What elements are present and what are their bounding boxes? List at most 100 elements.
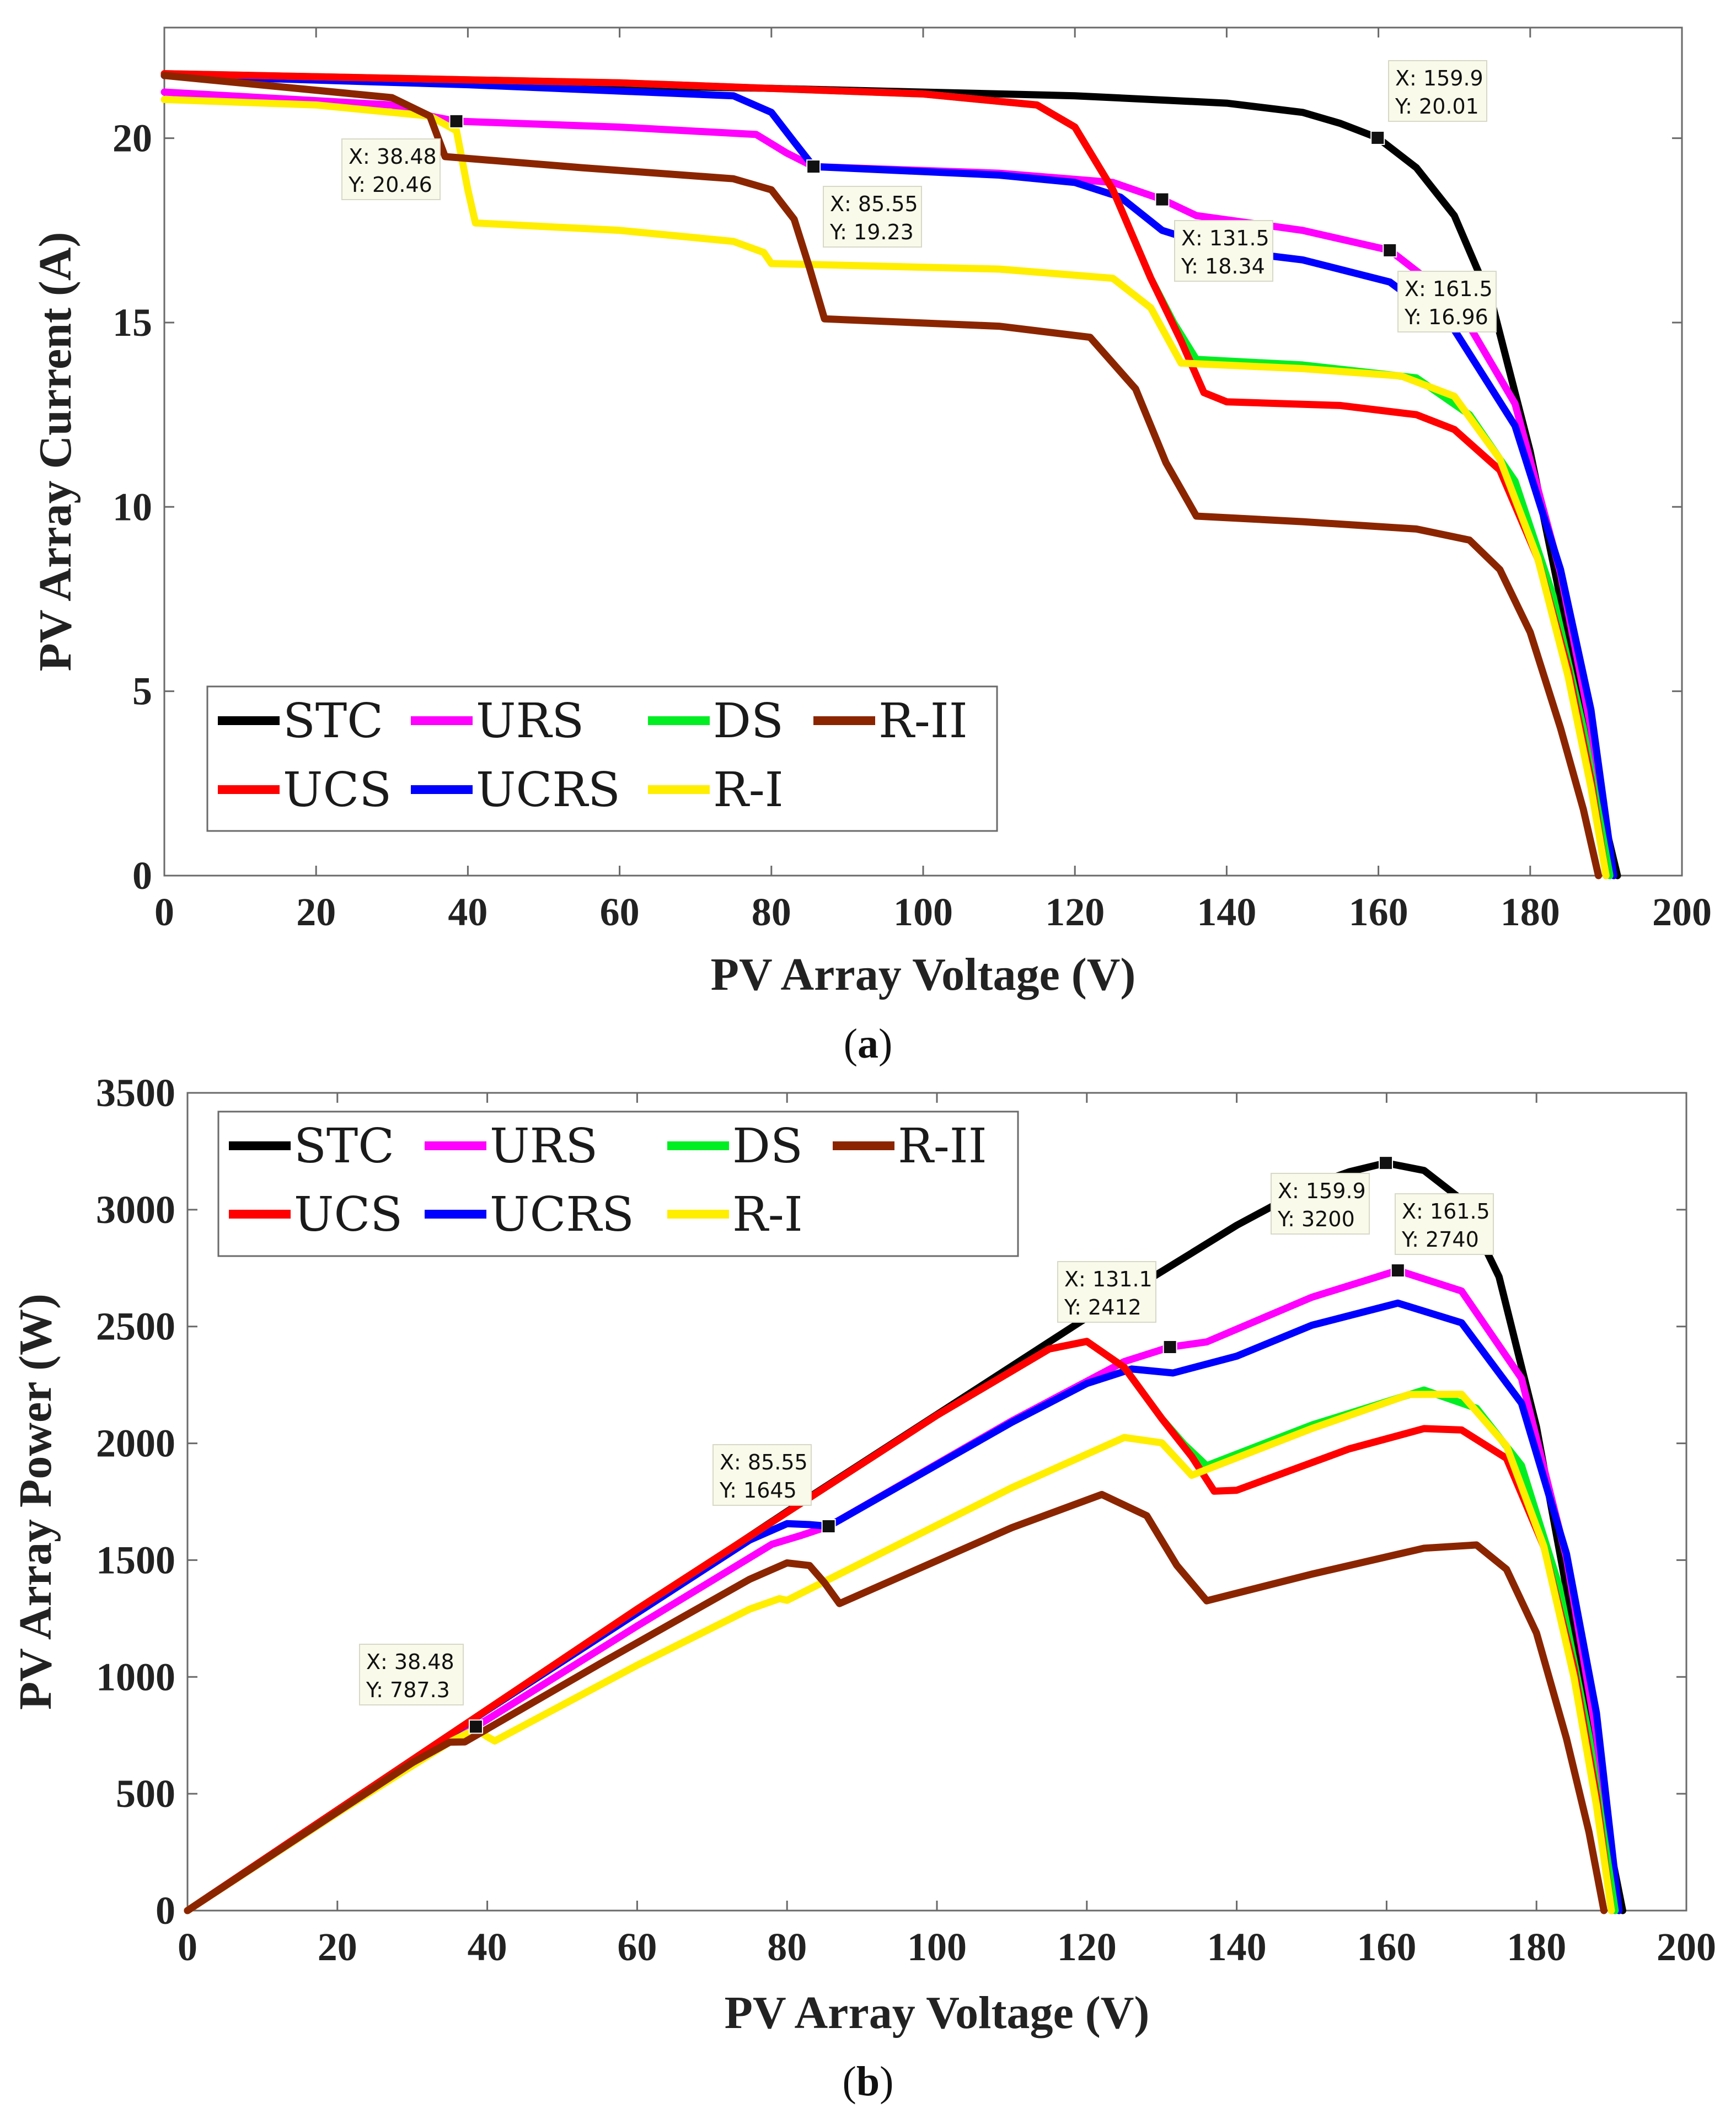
legend-label-stc: STC (294, 1119, 394, 1174)
legend-label-ucrs: UCRS (476, 763, 620, 818)
datatip-y-text: Y: 787.3 (366, 1678, 450, 1702)
x-tick-label: 60 (617, 1925, 657, 1969)
y-tick-label: 15 (112, 301, 152, 345)
y-tick-label: 1500 (96, 1538, 175, 1582)
y-tick-label: 500 (116, 1772, 175, 1816)
series-line-r-ii (184, 1490, 1608, 1914)
x-tick-label: 60 (600, 890, 640, 934)
datatip-y-text: Y: 20.01 (1395, 94, 1479, 119)
datatip-x-text: X: 38.48 (349, 144, 437, 169)
x-axis-title: PV Array Voltage (V) (725, 1987, 1150, 2038)
datatip-marker (1162, 1340, 1177, 1355)
datatip-y-text: Y: 2740 (1401, 1227, 1479, 1252)
y-axis-title: PV Array Current (A) (30, 232, 81, 671)
legend-label-ucs: UCS (283, 763, 392, 818)
datatip-marker (1379, 1156, 1394, 1171)
y-tick-label: 3000 (96, 1188, 175, 1232)
datatip-marker (1383, 243, 1397, 258)
datatip-box (1397, 271, 1497, 332)
x-tick-label: 100 (907, 1925, 967, 1969)
x-tick-label: 80 (752, 890, 791, 934)
datatip-x-text: X: 161.5 (1402, 1199, 1490, 1224)
series-line-r-ii (160, 72, 1603, 879)
x-tick-label: 0 (178, 1925, 197, 1969)
legend-label-ds: DS (732, 1119, 803, 1174)
x-tick-label: 120 (1057, 1925, 1117, 1969)
datatip-x-text: X: 161.5 (1405, 277, 1493, 301)
x-tick-label: 20 (318, 1925, 357, 1969)
legend-label-urs: URS (490, 1119, 598, 1174)
figure-caption: (a) (844, 1021, 893, 1067)
datatip-box (359, 1644, 464, 1705)
datatip-x-text: X: 159.9 (1278, 1179, 1366, 1203)
datatip-x-text: X: 131.5 (1181, 226, 1269, 250)
datatip-marker (806, 159, 821, 174)
x-tick-label: 100 (893, 890, 953, 934)
legend-label-r-ii: R-II (898, 1119, 987, 1174)
chart-b: 0 20 40 60 80 100 120 140 160 180 2000500100015002… (10, 1071, 1716, 2105)
y-axis-title: PV Array Power (W) (10, 1294, 61, 1710)
y-tick-label: 0 (156, 1889, 175, 1933)
x-tick-label: 140 (1197, 890, 1256, 934)
datatip-y-text: Y: 1645 (719, 1478, 797, 1503)
datatip-y-text: Y: 20.46 (348, 173, 432, 197)
x-tick-label: 40 (448, 890, 487, 934)
x-tick-label: 200 (1652, 890, 1712, 934)
y-tick-label: 10 (112, 485, 152, 529)
legend-label-urs: URS (476, 694, 584, 749)
series-line-ucrs (160, 72, 1617, 879)
x-tick-label: 180 (1507, 1925, 1566, 1969)
datatip-y-text: Y: 18.34 (1181, 254, 1265, 278)
x-tick-label: 80 (767, 1925, 807, 1969)
y-tick-label: 3500 (96, 1071, 175, 1115)
legend-label-ucrs: UCRS (490, 1187, 634, 1242)
datatip-y-text: Y: 19.23 (829, 220, 914, 244)
y-tick-label: 0 (132, 854, 152, 898)
y-tick-label: 5 (132, 669, 152, 714)
series-line-ucrs (184, 1299, 1623, 1914)
datatip-marker (821, 1519, 836, 1533)
datatip-marker (1370, 130, 1385, 145)
datatip-marker (449, 114, 464, 128)
datatip-box (1057, 1261, 1156, 1323)
datatip-y-text: Y: 16.96 (1404, 305, 1488, 329)
caption-letter: a (858, 1021, 878, 1067)
x-tick-label: 160 (1357, 1925, 1416, 1969)
datatip-x-text: X: 159.9 (1395, 66, 1483, 90)
datatip-marker (468, 1719, 483, 1734)
y-tick-label: 20 (112, 116, 152, 160)
datatip-y-text: Y: 3200 (1277, 1207, 1355, 1231)
datatip-box (712, 1444, 812, 1506)
datatip-box (1271, 1173, 1370, 1235)
datatip-y-text: Y: 2412 (1064, 1295, 1142, 1319)
x-axis-title: PV Array Voltage (V) (711, 949, 1136, 1000)
datatip-box (1174, 220, 1273, 282)
legend-box (206, 685, 998, 832)
datatip-marker (1390, 1263, 1405, 1278)
datatip-x-text: X: 38.48 (366, 1650, 454, 1674)
legend-label-ucs: UCS (294, 1187, 403, 1242)
datatip-box (341, 138, 441, 200)
x-tick-label: 120 (1045, 890, 1105, 934)
legend-label-r-ii: R-II (878, 694, 968, 749)
datatip-box (1388, 60, 1487, 122)
y-tick-label: 2000 (96, 1421, 175, 1466)
caption-letter: b (856, 2058, 880, 2105)
x-tick-label: 200 (1657, 1925, 1716, 1969)
legend-label-ds: DS (713, 694, 784, 749)
x-tick-label: 40 (468, 1925, 507, 1969)
figure-caption: (b) (843, 2058, 894, 2105)
datatip-x-text: X: 131.1 (1064, 1267, 1153, 1291)
chart-a: 0 20 40 60 80 100 120 140 160 180 200 0 5 10 15 20 PV Ar… (30, 26, 1712, 1067)
x-tick-label: 20 (296, 890, 336, 934)
x-tick-label: 0 (154, 890, 174, 934)
x-tick-label: 160 (1349, 890, 1408, 934)
datatip-box (1395, 1193, 1494, 1255)
legend-label-r-i: R-I (713, 763, 784, 818)
datatip-box (823, 186, 922, 248)
y-tick-label: 1000 (96, 1655, 175, 1699)
legend-label-stc: STC (283, 694, 383, 749)
datatip-marker (1155, 192, 1170, 207)
legend-label-r-i: R-I (732, 1187, 803, 1242)
